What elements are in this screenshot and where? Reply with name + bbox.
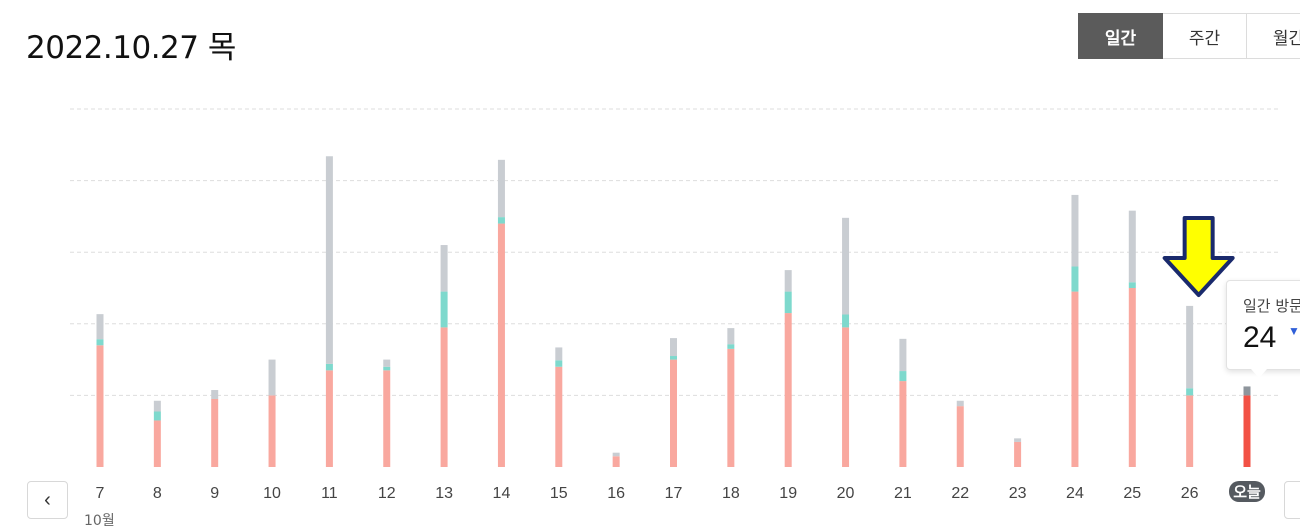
bar-segment-11-2 [325, 156, 333, 364]
bar-segment-8-1 [153, 411, 161, 421]
bar-segment-7-1 [96, 339, 104, 346]
x-tick-15: 15 [550, 485, 568, 502]
bar-segment-14-0 [497, 223, 505, 467]
bar-segment-오늘-0 [1243, 395, 1251, 467]
down-arrow-icon [1162, 216, 1235, 297]
x-tick-23: 23 [1009, 485, 1027, 502]
bar-segment-8-0 [153, 420, 161, 467]
next-button[interactable] [1284, 481, 1300, 519]
tooltip-pointer [1251, 369, 1267, 378]
x-tick-13: 13 [435, 485, 453, 502]
x-tick-8: 8 [153, 485, 162, 502]
bar-segment-17-0 [670, 359, 677, 467]
bar-segment-18-1 [727, 344, 735, 349]
x-tick-14: 14 [493, 485, 511, 502]
tooltip-label: 일간 방문 [1243, 297, 1300, 315]
x-tick-26: 26 [1181, 485, 1199, 502]
bar-segment-23-2 [1014, 438, 1022, 442]
bar-segment-19-2 [784, 270, 792, 292]
bar-segment-10-0 [268, 395, 276, 467]
bar-segment-13-2 [440, 245, 448, 292]
bar-segment-15-1 [555, 360, 563, 367]
bar-segment-10-2 [268, 359, 276, 396]
x-tick-24: 24 [1066, 485, 1084, 502]
x-tick-7: 7 [96, 485, 105, 502]
page-title: 2022.10.27 목 [26, 30, 236, 66]
bar-segment-7-0 [96, 345, 104, 467]
bar-segment-17-1 [670, 356, 677, 360]
bar-segment-11-0 [325, 370, 333, 467]
x-tick-12: 12 [378, 485, 396, 502]
bar-segment-오늘-2 [1243, 386, 1251, 396]
bar-segment-11-1 [325, 363, 333, 371]
bar-segment-17-2 [670, 338, 677, 357]
bar-segment-16-2 [612, 452, 620, 457]
x-tick-18: 18 [722, 485, 740, 502]
bar-segment-19-1 [784, 291, 792, 314]
x-tick-10: 10 [263, 485, 281, 502]
bar-segment-25-2 [1128, 210, 1136, 283]
bar-segment-14-2 [497, 159, 505, 218]
bar-segment-15-0 [555, 366, 563, 467]
bar-segment-13-1 [440, 291, 448, 328]
bar-segment-26-0 [1186, 395, 1194, 467]
bar-segment-20-1 [842, 314, 850, 328]
bar-segment-18-0 [727, 348, 735, 467]
bar-segment-15-2 [555, 347, 563, 361]
x-tick-20: 20 [837, 485, 855, 502]
x-tick-21: 21 [894, 485, 912, 502]
x-tick-25: 25 [1123, 485, 1141, 502]
tab-monthly[interactable]: 월간 [1247, 13, 1300, 59]
previous-button[interactable]: ‹ [27, 481, 68, 519]
daily-visits-tooltip: 일간 방문 24 ▼ [1226, 280, 1300, 378]
bar-segment-25-0 [1128, 288, 1136, 467]
bar-segment-13-0 [440, 327, 448, 467]
x-tick-11: 11 [321, 485, 338, 502]
bar-segment-22-0 [956, 406, 964, 467]
bar-segment-12-0 [383, 370, 391, 467]
today-badge-bg [1229, 481, 1265, 502]
bar-segment-8-2 [153, 400, 161, 412]
bar-segment-19-0 [784, 313, 792, 467]
bar-segment-23-0 [1014, 441, 1022, 467]
month-label: 10월 [84, 513, 115, 529]
x-tick-16: 16 [607, 485, 625, 502]
today-badge: 오늘 [1229, 481, 1265, 502]
x-tick-9: 9 [210, 485, 219, 502]
period-tabs: 일간 주간 월간 [1078, 13, 1300, 59]
bar-segment-18-2 [727, 328, 735, 345]
bar-segment-12-2 [383, 359, 391, 367]
bar-segment-21-1 [899, 371, 907, 382]
bar-segment-12-1 [383, 366, 391, 371]
bar-segment-9-0 [211, 398, 219, 467]
bar-segment-21-0 [899, 381, 907, 467]
tab-weekly[interactable]: 주간 [1163, 13, 1247, 59]
x-tick-22: 22 [951, 485, 969, 502]
chevron-left-icon: ‹ [44, 488, 51, 511]
x-tick-19: 19 [779, 485, 797, 502]
bar-segment-16-0 [612, 456, 620, 467]
bar-segment-25-1 [1128, 282, 1136, 288]
tooltip-value: 24 [1243, 321, 1277, 354]
bar-segment-24-2 [1071, 194, 1079, 267]
tab-daily[interactable]: 일간 [1078, 13, 1163, 59]
bar-segment-20-2 [842, 217, 850, 315]
bar-segment-7-2 [96, 314, 104, 340]
bar-segment-21-2 [899, 338, 907, 372]
bar-segment-26-2 [1186, 305, 1194, 389]
bar-segment-24-1 [1071, 266, 1079, 292]
bar-segment-14-1 [497, 217, 505, 224]
caret-down-icon: ▼ [1288, 324, 1300, 338]
bar-segment-24-0 [1071, 291, 1079, 467]
bar-segment-22-2 [956, 400, 964, 407]
bar-segment-20-0 [842, 327, 850, 467]
bar-segment-26-1 [1186, 388, 1194, 396]
today-label: 오늘 [1233, 483, 1261, 501]
bar-segment-9-2 [211, 390, 219, 399]
x-tick-17: 17 [665, 485, 683, 502]
